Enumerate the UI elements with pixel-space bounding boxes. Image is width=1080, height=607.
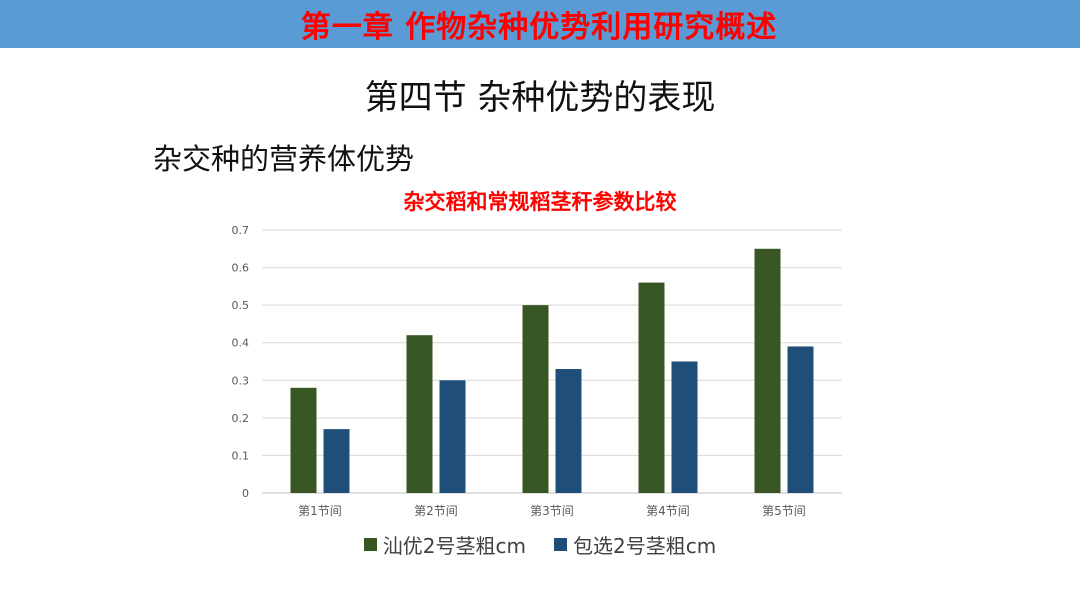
legend-swatch-series1	[363, 538, 377, 551]
bar-series1	[406, 335, 433, 493]
chart-title: 杂交稻和常规稻茎秆参数比较	[403, 190, 677, 214]
bar-series2	[555, 369, 582, 493]
legend-label-series2: 包选2号茎粗cm	[573, 534, 717, 558]
bar-series2	[323, 429, 350, 493]
legend-item-series1: 汕优2号茎粗cm	[363, 530, 526, 559]
chapter-title: 第一章 作物杂种优势利用研究概述	[300, 10, 778, 45]
y-tick-label: 0.1	[232, 449, 250, 462]
y-tick-label: 0	[242, 487, 249, 500]
bar-series1	[638, 282, 665, 493]
y-tick-label: 0.2	[232, 412, 250, 425]
legend-swatch-series2	[554, 538, 567, 551]
chart-legend: 汕优2号茎粗cm 包选2号茎粗cm	[0, 530, 1080, 559]
y-tick-label: 0.3	[232, 374, 250, 387]
bar-series2	[787, 346, 814, 493]
slide-subtitle: 杂交种的营养体优势	[153, 142, 415, 176]
x-tick-label: 第2节间	[414, 504, 458, 518]
x-tick-label: 第4节间	[646, 504, 690, 518]
x-tick-label: 第5节间	[762, 504, 806, 518]
legend-item-series2: 包选2号茎粗cm	[554, 530, 716, 559]
x-tick-label: 第1节间	[298, 504, 342, 518]
bar-series1	[290, 387, 317, 493]
y-tick-label: 0.5	[232, 299, 250, 312]
x-tick-label: 第3节间	[530, 504, 574, 518]
legend-label-series1: 汕优2号茎粗cm	[382, 534, 526, 558]
y-tick-label: 0.7	[232, 224, 250, 237]
y-tick-label: 0.6	[232, 262, 250, 275]
chapter-banner: 第一章 作物杂种优势利用研究概述	[0, 0, 1080, 48]
bar-series2	[671, 361, 698, 493]
y-tick-label: 0.4	[232, 337, 250, 350]
bar-series2	[439, 380, 466, 493]
section-title: 第四节 杂种优势的表现	[364, 78, 716, 118]
bar-series1	[522, 305, 549, 493]
bar-series1	[754, 248, 781, 493]
